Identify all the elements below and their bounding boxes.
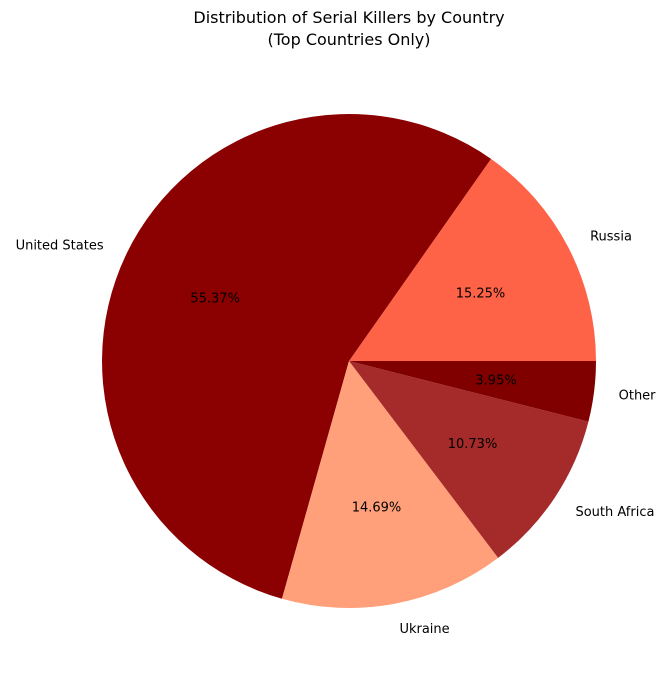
percent-label-ukraine: 14.69% <box>352 501 402 516</box>
pie-slices <box>102 114 597 609</box>
slice-label-south-africa: South Africa <box>575 505 654 520</box>
percent-label-other: 3.95% <box>475 373 516 388</box>
pie-slice-united-states <box>102 114 492 599</box>
pie-slice-other <box>349 361 596 422</box>
percent-label-russia: 15.25% <box>456 287 506 302</box>
pie-slice-ukraine <box>281 361 499 609</box>
slice-label-russia: Russia <box>590 230 632 245</box>
slice-label-united-states: United States <box>16 238 104 253</box>
percent-label-united-states: 55.37% <box>190 291 240 306</box>
pie-slice-south-africa <box>349 361 589 558</box>
percent-label-south-africa: 10.73% <box>448 437 498 452</box>
chart-title-line-1: Distribution of Serial Killers by Countr… <box>193 8 504 27</box>
chart-title: Distribution of Serial Killers by Countr… <box>193 8 504 49</box>
percent-labels: 15.25% 55.37% 14.69% 10.73% 3.95% <box>190 287 516 516</box>
pie-slice-russia <box>349 158 597 361</box>
slice-labels: Russia United States Ukraine South Africa Ot… <box>16 230 657 637</box>
chart-title-line-2: (Top Countries Only) <box>267 30 430 49</box>
slice-label-ukraine: Ukraine <box>399 622 449 637</box>
slice-label-other: Other <box>619 389 657 404</box>
